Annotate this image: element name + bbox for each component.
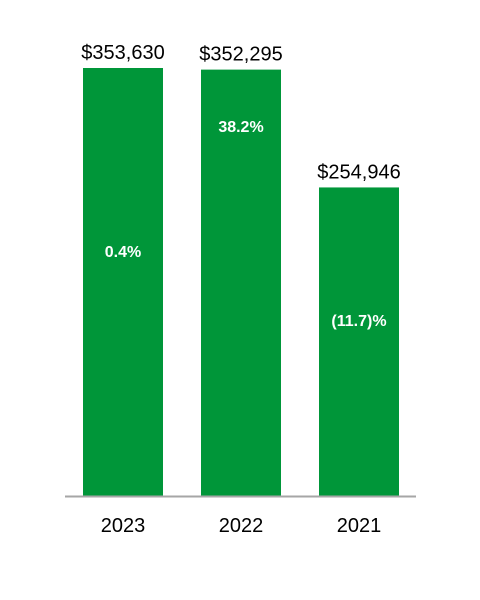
x-tick-label-2021: 2021 [337, 515, 382, 537]
value-label-2022: $352,295 [199, 44, 282, 66]
x-tick-label-2023: 2023 [101, 515, 146, 537]
change-label-2023: 0.4% [105, 244, 141, 261]
bar-2022 [201, 69, 281, 496]
bar-2021 [319, 187, 399, 497]
change-label-2021: (11.7)% [331, 313, 386, 330]
bar-2023 [83, 68, 163, 496]
x-tick-label-2022: 2022 [219, 515, 264, 537]
bars-group [83, 68, 399, 497]
value-label-2021: $254,946 [317, 161, 400, 183]
change-label-2022: 38.2% [218, 119, 263, 136]
labels-group: $353,630 0.4% 2023 $352,295 38.2% 2022 $254,94… [81, 42, 400, 537]
value-label-2023: $353,630 [81, 42, 164, 64]
